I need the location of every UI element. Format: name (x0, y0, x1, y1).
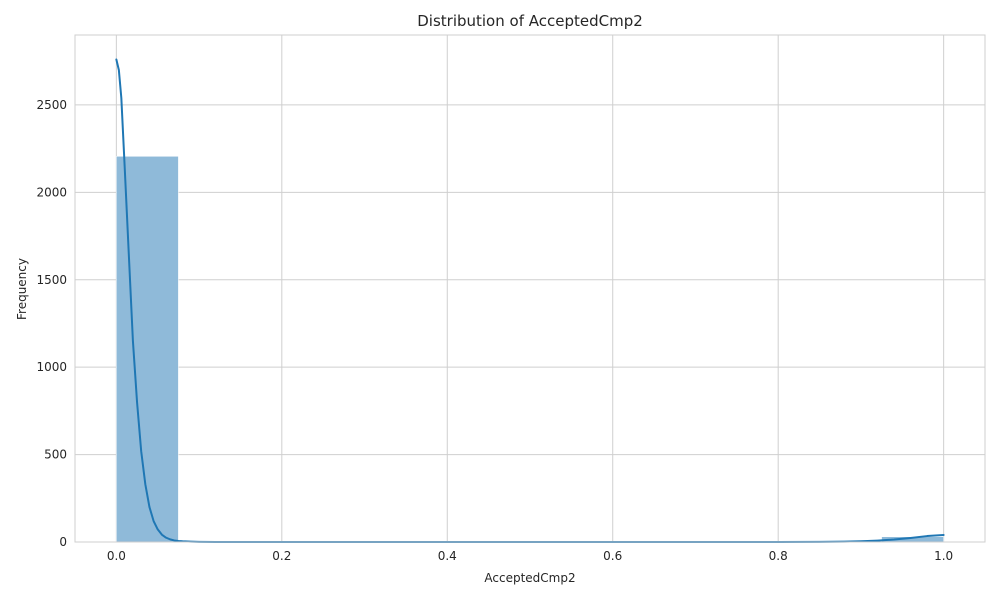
x-tick-label-3: 0.6 (603, 549, 622, 563)
x-tick-label-4: 0.8 (769, 549, 788, 563)
chart-title: Distribution of AcceptedCmp2 (417, 12, 643, 30)
y-tick-label-4: 2000 (36, 185, 67, 199)
y-axis-ticks: 0 500 1000 1500 2000 2500 (36, 98, 67, 549)
y-tick-label-3: 1500 (36, 273, 67, 287)
histogram-bar-0 (116, 156, 179, 543)
y-tick-label-5: 2500 (36, 98, 67, 112)
y-tick-label-2: 1000 (36, 360, 67, 374)
histogram-bars (116, 156, 944, 543)
x-tick-label-5: 1.0 (934, 549, 953, 563)
x-tick-label-2: 0.4 (438, 549, 457, 563)
grid (75, 35, 985, 543)
y-tick-label-1: 500 (44, 448, 67, 462)
x-tick-label-0: 0.0 (107, 549, 126, 563)
y-axis-label: Frequency (15, 258, 29, 320)
plot-frame (74, 34, 986, 543)
x-axis-label: AcceptedCmp2 (484, 571, 575, 585)
x-tick-label-1: 0.2 (272, 549, 291, 563)
y-tick-label-0: 0 (59, 535, 67, 549)
kde-line (115, 58, 945, 543)
x-axis-ticks: 0.0 0.2 0.4 0.6 0.8 1.0 (107, 549, 953, 563)
